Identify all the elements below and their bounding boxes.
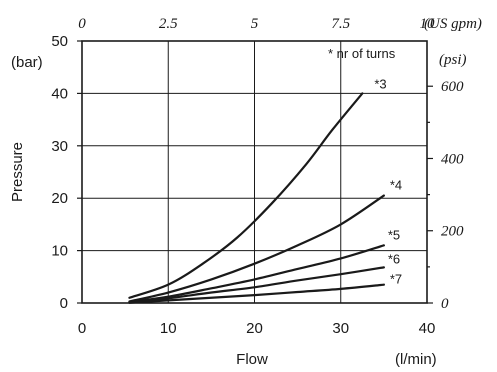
secondary-y-tick-label: 0 — [441, 296, 449, 312]
series-label: *4 — [390, 178, 402, 193]
secondary-x-tick-label: 7.5 — [331, 16, 350, 32]
secondary-x-tick-label: 2.5 — [159, 16, 178, 32]
secondary-x-axis-unit: (US gpm) — [424, 16, 482, 32]
x-tick-label: 0 — [78, 320, 86, 337]
secondary-x-tick-label: 0 — [78, 16, 86, 32]
label-layer: *3 *4 *5 *6 *7 — [374, 76, 402, 286]
series-line — [128, 283, 385, 304]
secondary-y-tick-label: 200 — [441, 224, 464, 240]
y-axis-label: Pressure — [9, 142, 26, 202]
series-line — [128, 194, 385, 303]
plot-frame — [81, 40, 428, 304]
curve-layer — [128, 92, 385, 304]
y-tick-label: 10 — [51, 243, 68, 260]
y-tick-label: 20 — [51, 190, 68, 207]
y-tick-label: 40 — [51, 85, 68, 102]
x-axis-label: Flow — [236, 351, 268, 368]
series-label: *5 — [388, 227, 400, 242]
turns-note: * nr of turns — [328, 46, 396, 61]
x-tick-label: 30 — [332, 320, 349, 337]
grid-layer — [82, 41, 427, 303]
secondary-y-tick-label: 600 — [441, 79, 464, 95]
x-tick-label: 40 — [419, 320, 436, 337]
series-line — [128, 244, 385, 304]
secondary-y-axis-unit: (psi) — [439, 52, 467, 68]
y-tick-label: 50 — [51, 33, 68, 50]
secondary-x-tick-label: 5 — [251, 16, 259, 32]
series-line — [128, 266, 385, 304]
secondary-y-tick-label: 400 — [441, 151, 464, 167]
secondary-x-tick-label: 10 — [420, 16, 436, 32]
x-axis-unit: (l/min) — [395, 351, 437, 368]
series-label: *6 — [388, 251, 400, 266]
y-tick-label: 30 — [51, 138, 68, 155]
series-line — [128, 92, 364, 299]
y-axis-unit: (bar) — [11, 54, 43, 71]
y-tick-label: 0 — [60, 295, 68, 312]
series-label: *3 — [374, 76, 386, 91]
x-tick-label: 20 — [246, 320, 263, 337]
series-label: *7 — [390, 272, 402, 287]
x-tick-label: 10 — [160, 320, 177, 337]
